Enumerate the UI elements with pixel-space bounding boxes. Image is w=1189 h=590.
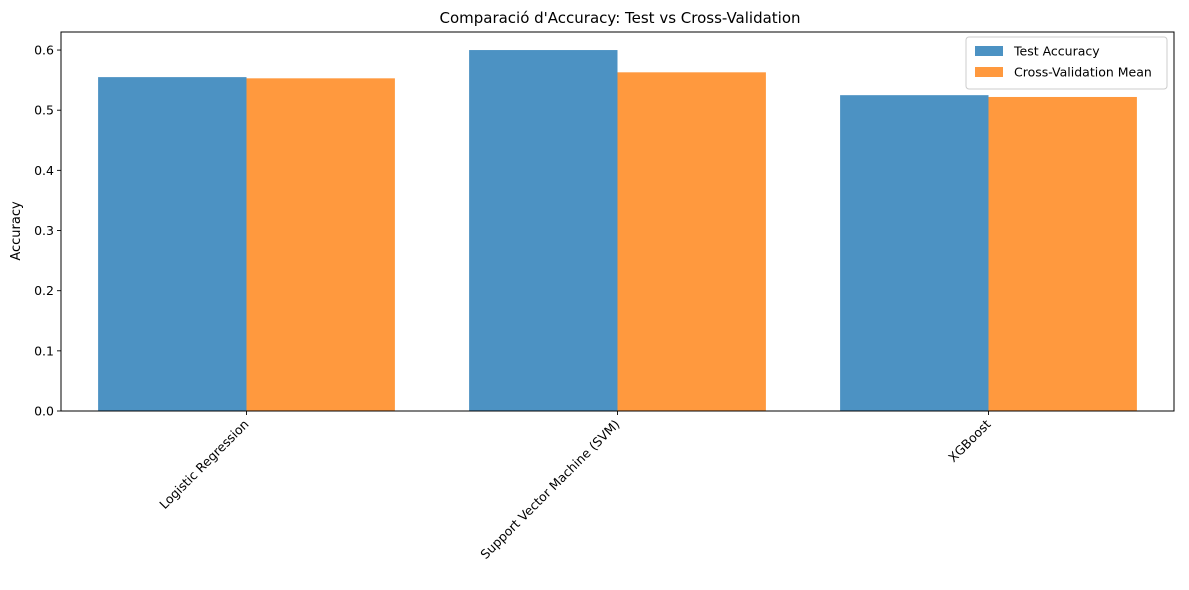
legend: Test Accuracy Cross-Validation Mean (965, 36, 1168, 90)
bar-test-accuracy-0 (98, 77, 247, 412)
legend-label-1: Cross-Validation Mean (1014, 65, 1152, 80)
x-tick-label: XGBoost (945, 416, 994, 465)
bar-cv-mean-1 (617, 72, 766, 411)
chart-title: Comparació d'Accuracy: Test vs Cross-Val… (439, 9, 800, 27)
bar-cv-mean-0 (246, 78, 395, 411)
x-tick-label: Support Vector Machine (SVM) (477, 417, 622, 562)
legend-label-0: Test Accuracy (1013, 44, 1100, 59)
bar-test-accuracy-1 (469, 50, 618, 412)
y-tick-label: 0.6 (34, 43, 54, 58)
y-tick-label: 0.4 (34, 163, 54, 178)
legend-swatch-0 (975, 46, 1003, 56)
plot-area: 0.0 0.1 0.2 0.3 0.4 0.5 0.6 Logistic Regression… (34, 31, 1175, 562)
y-tick-label: 0.3 (34, 223, 54, 238)
y-tick-label: 0.2 (34, 283, 54, 298)
bar-cv-mean-2 (988, 96, 1137, 411)
legend-box (965, 36, 1168, 90)
y-tick-label: 0.5 (34, 103, 54, 118)
y-tick-label: 0.0 (34, 404, 54, 419)
legend-swatch-1 (975, 67, 1003, 77)
bar-test-accuracy-2 (840, 95, 989, 412)
y-axis-title: Accuracy (9, 201, 24, 261)
y-tick-label: 0.1 (34, 343, 54, 358)
x-tick-label: Logistic Regression (156, 417, 251, 512)
axes-frame (60, 31, 1175, 412)
